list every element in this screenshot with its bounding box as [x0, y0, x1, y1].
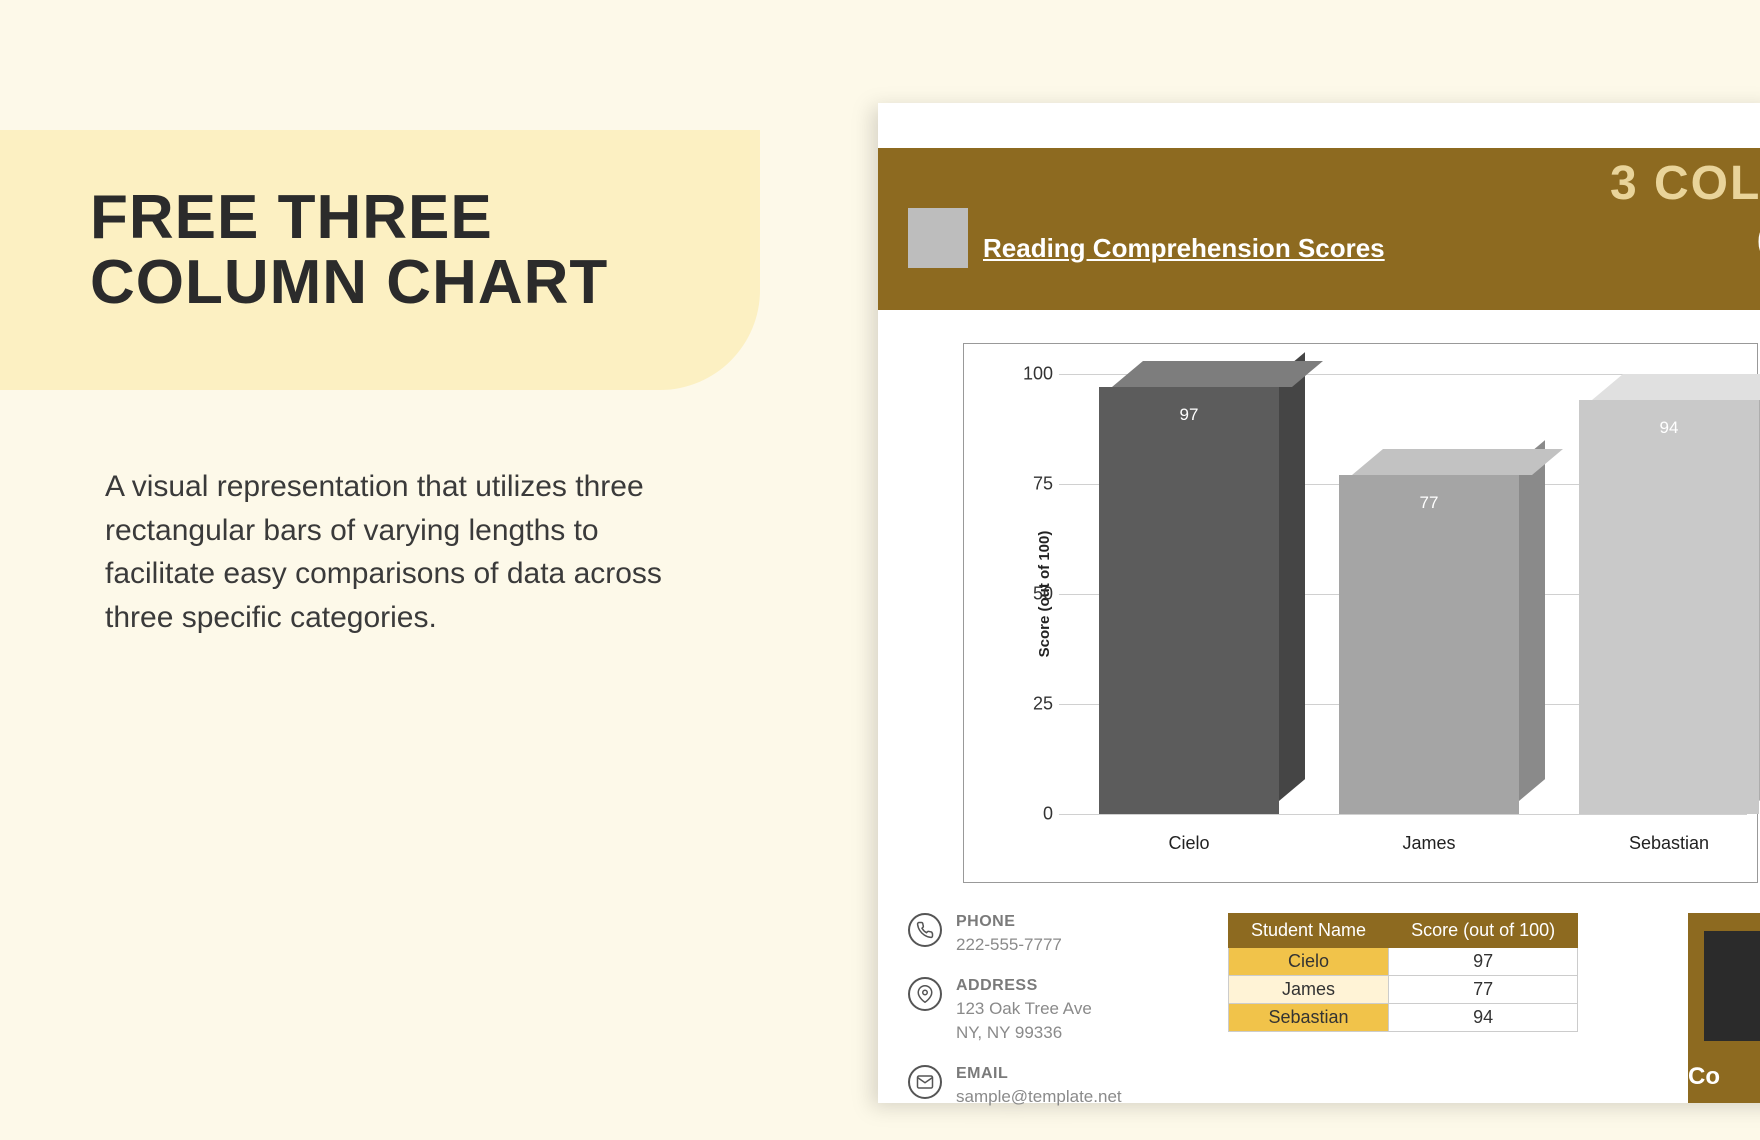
- contact-email-row: EMAIL sample@template.net: [908, 1065, 1208, 1107]
- table-cell: 94: [1389, 1004, 1578, 1032]
- chart-plot-area: Score (out of 100) 025507510097Cielo77Ja…: [1059, 374, 1747, 814]
- banner-line2: C: [1610, 211, 1760, 275]
- table-header: Student Name: [1229, 914, 1389, 948]
- template-preview: Reading Comprehension Scores 3 COLU C Sc…: [878, 103, 1760, 1103]
- y-tick-label: 25: [1013, 694, 1053, 715]
- y-tick-label: 0: [1013, 804, 1053, 825]
- banner-accent-square: [908, 208, 968, 268]
- table-header: Score (out of 100): [1389, 914, 1578, 948]
- y-tick-label: 100: [1013, 364, 1053, 385]
- email-value: sample@template.net: [956, 1087, 1122, 1107]
- chart-subtitle: Reading Comprehension Scores: [983, 233, 1385, 264]
- table-cell: 97: [1389, 948, 1578, 976]
- email-icon: [908, 1065, 942, 1099]
- table-row: Sebastian94: [1229, 1004, 1578, 1032]
- table-cell: James: [1229, 976, 1389, 1004]
- chart-bar: 94: [1579, 400, 1759, 814]
- x-tick-label: Sebastian: [1579, 833, 1759, 854]
- table-cell: 77: [1389, 976, 1578, 1004]
- banner-big-title: 3 COLU C: [1610, 158, 1760, 275]
- phone-value: 222-555-7777: [956, 935, 1062, 955]
- y-tick-label: 75: [1013, 474, 1053, 495]
- x-tick-label: James: [1339, 833, 1519, 854]
- x-tick-label: Cielo: [1099, 833, 1279, 854]
- address-icon: [908, 977, 942, 1011]
- table-row: James77: [1229, 976, 1578, 1004]
- contact-phone-row: PHONE 222-555-7777: [908, 913, 1208, 955]
- address-line2: NY, NY 99336: [956, 1023, 1092, 1043]
- contact-block: PHONE 222-555-7777 ADDRESS 123 Oak Tree …: [908, 913, 1208, 1129]
- bar-value-label: 77: [1339, 493, 1519, 513]
- bar-value-label: 94: [1579, 418, 1759, 438]
- data-table: Student NameScore (out of 100)Cielo97Jam…: [1228, 913, 1578, 1032]
- side-panel-text: Co: [1688, 1063, 1720, 1091]
- page-description: A visual representation that utilizes th…: [105, 465, 695, 639]
- banner-line1: 3 COLU: [1610, 158, 1760, 211]
- address-line1: 123 Oak Tree Ave: [956, 999, 1092, 1019]
- contact-address-row: ADDRESS 123 Oak Tree Ave NY, NY 99336: [908, 977, 1208, 1043]
- chart-bar: 97: [1099, 387, 1279, 814]
- side-panel: Co: [1688, 913, 1760, 1103]
- page-title: FREE THREE COLUMN CHART: [90, 185, 670, 315]
- chart-bar: 77: [1339, 475, 1519, 814]
- table-cell: Sebastian: [1229, 1004, 1389, 1032]
- column-chart: Score (out of 100) 025507510097Cielo77Ja…: [963, 343, 1758, 883]
- y-tick-label: 50: [1013, 584, 1053, 605]
- phone-icon: [908, 913, 942, 947]
- grid-line: [1059, 814, 1747, 815]
- table-cell: Cielo: [1229, 948, 1389, 976]
- phone-label: PHONE: [956, 913, 1062, 931]
- address-label: ADDRESS: [956, 977, 1092, 995]
- table-row: Cielo97: [1229, 948, 1578, 976]
- side-panel-inner: [1704, 931, 1760, 1041]
- title-card: FREE THREE COLUMN CHART: [0, 130, 760, 390]
- bar-value-label: 97: [1099, 405, 1279, 425]
- email-label: EMAIL: [956, 1065, 1122, 1083]
